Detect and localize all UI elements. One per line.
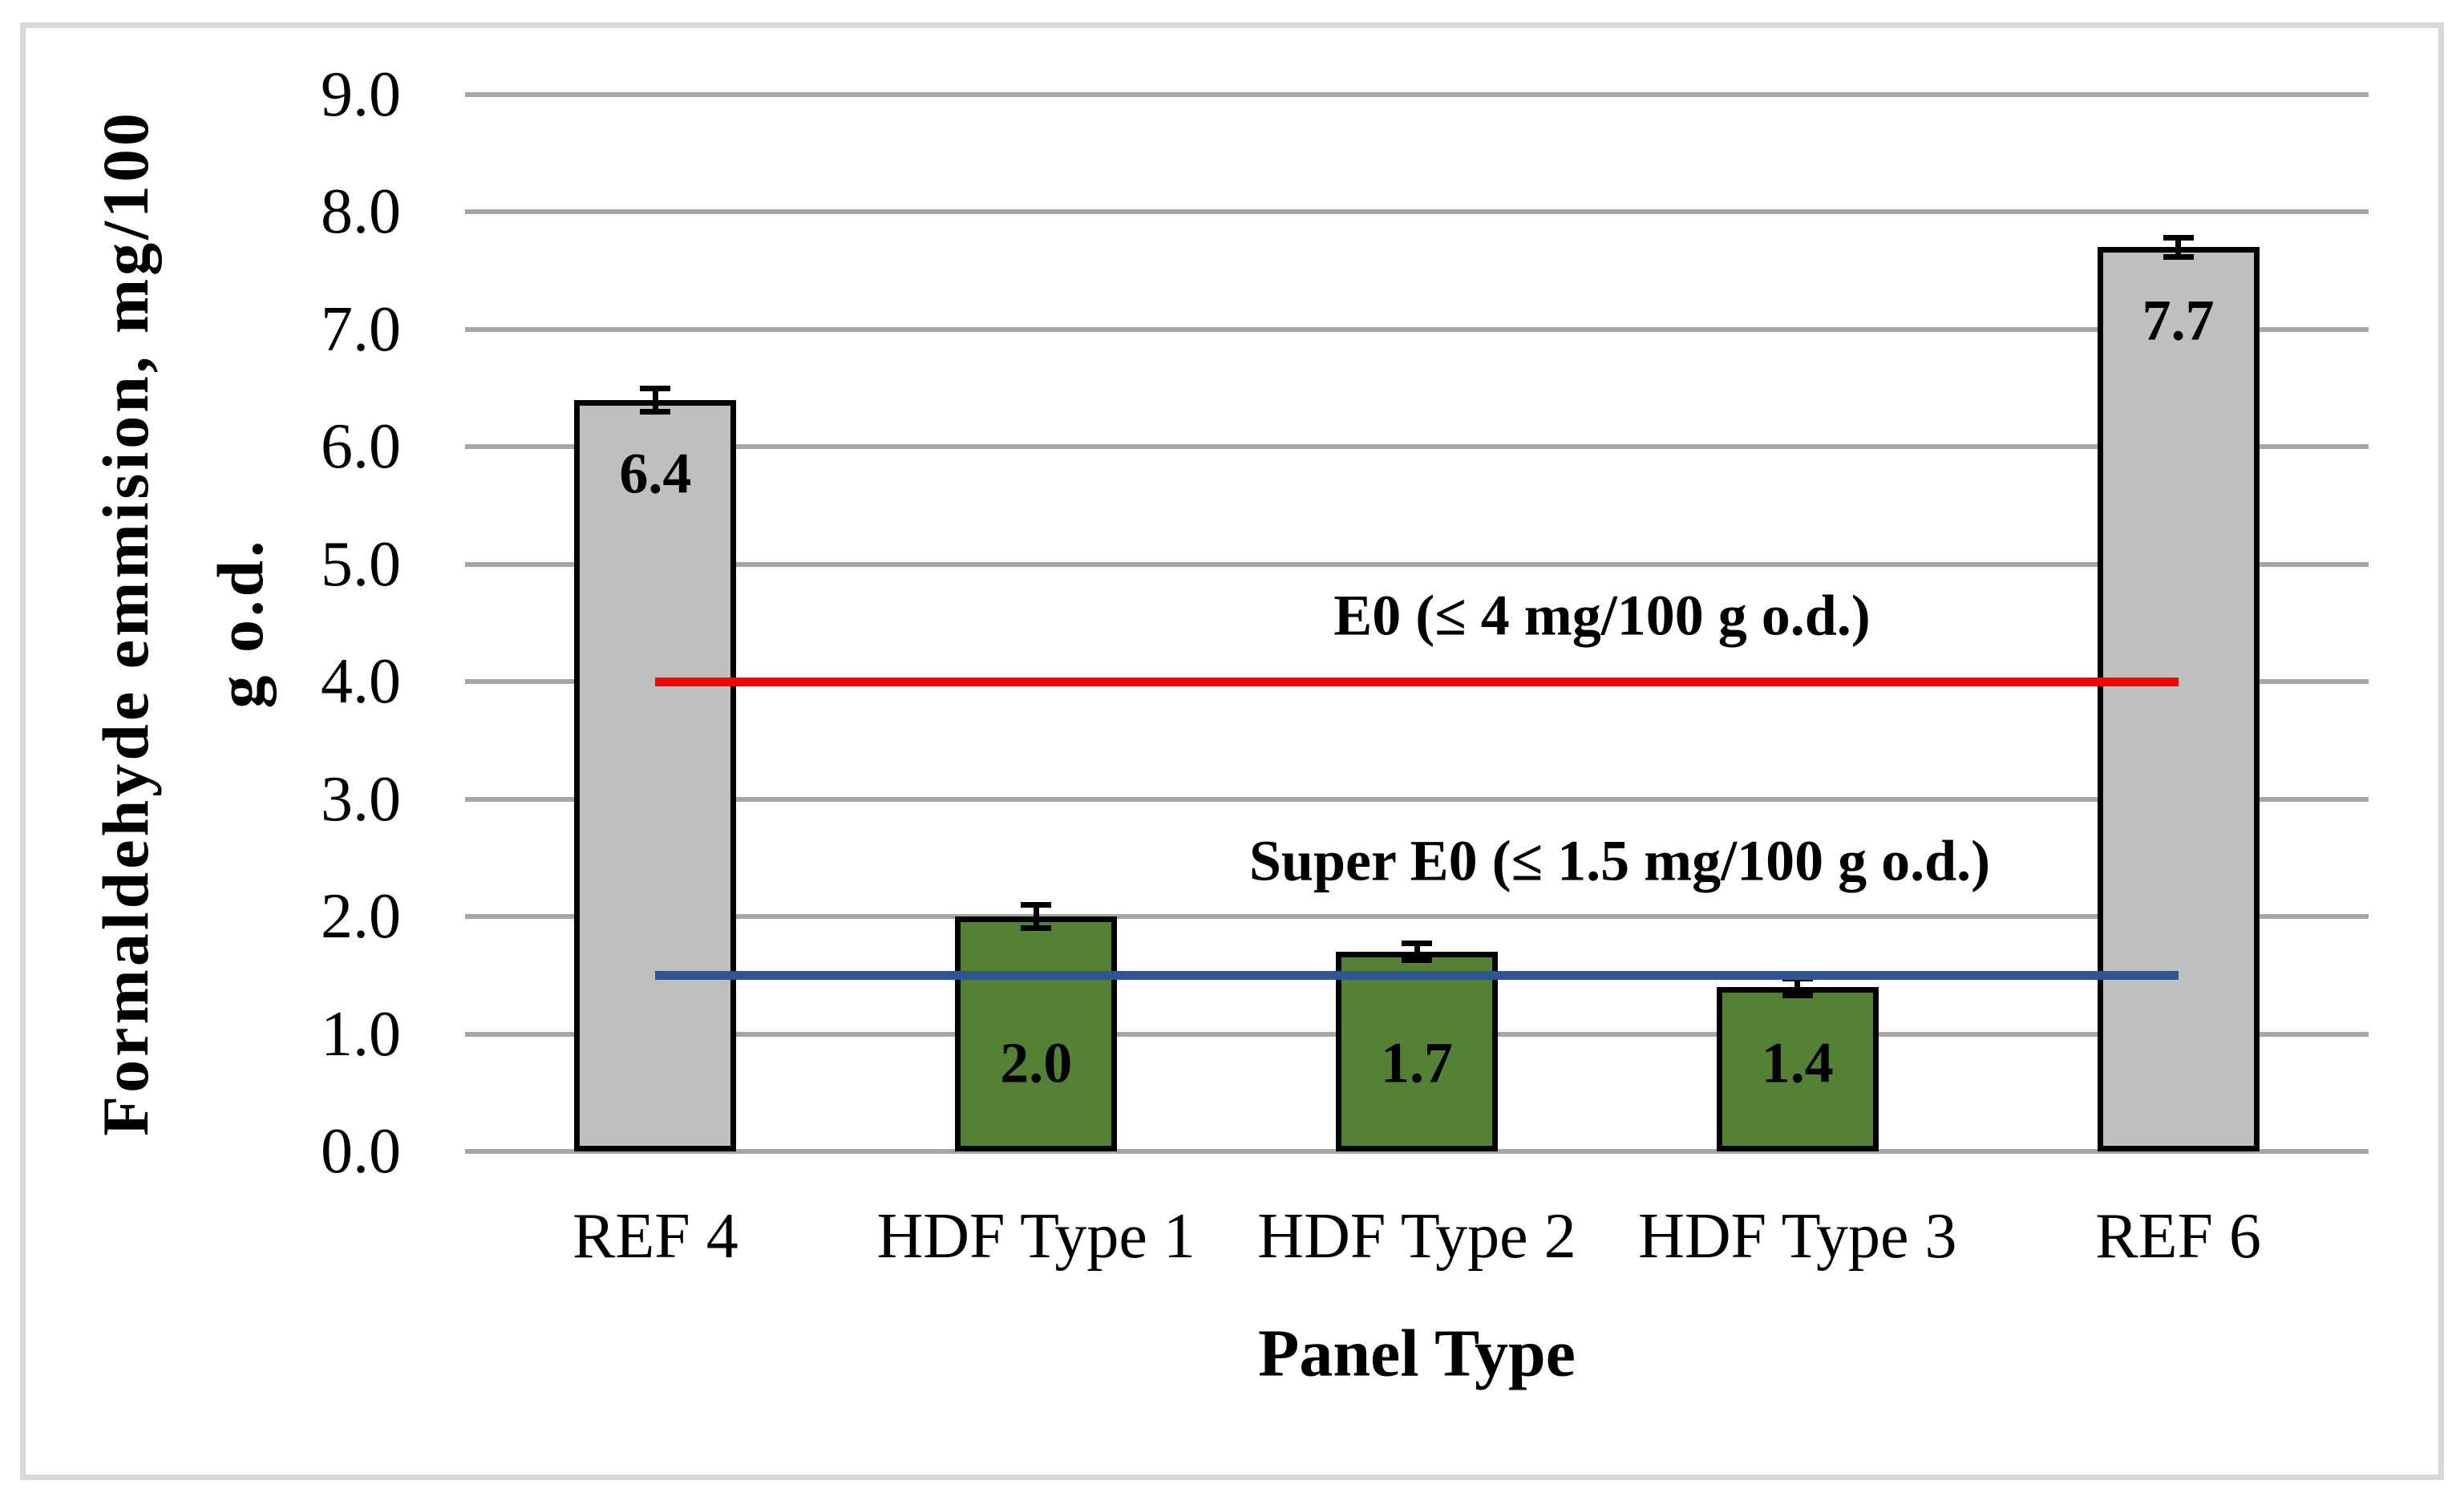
y-tick-label-1.0: 1.0 xyxy=(321,998,401,1070)
gridline-y-0.0 xyxy=(465,1149,2369,1154)
y-tick-label-5.0: 5.0 xyxy=(321,528,401,600)
y-axis-title: Formaldehyde emmision, mg/100 g o.d. xyxy=(68,110,297,1136)
error-bar-cap-bottom-REF 6 xyxy=(2163,253,2194,260)
error-bar-cap-bottom-HDF Type 1 xyxy=(1021,925,1052,932)
y-tick-label-6.0: 6.0 xyxy=(321,411,401,483)
error-bar-stem-REF 6 xyxy=(2175,237,2182,257)
x-category-label-HDF Type 1: HDF Type 1 xyxy=(876,1201,1196,1272)
bar-value-label-HDF Type 3: 1.4 xyxy=(1761,1030,1834,1095)
bar-value-label-REF 6: 7.7 xyxy=(2142,288,2215,353)
gridline-y-8.0 xyxy=(465,209,2369,215)
bar-value-label-REF 4: 6.4 xyxy=(619,441,692,506)
bar-HDF Type 2 xyxy=(1336,952,1498,1151)
bar-HDF Type 1 xyxy=(955,916,1118,1151)
y-tick-label-0.0: 0.0 xyxy=(321,1116,401,1187)
gridline-y-9.0 xyxy=(465,92,2369,97)
annotation-super-e0-limit: Super E0 (≤ 1.5 mg/100 g o.d.) xyxy=(1248,828,1991,893)
y-tick-label-3.0: 3.0 xyxy=(321,763,401,835)
y-tick-label-7.0: 7.0 xyxy=(321,293,401,365)
x-axis-title: Panel Type xyxy=(1258,1316,1576,1391)
error-bar-cap-bottom-HDF Type 2 xyxy=(1402,957,1432,963)
y-tick-label-9.0: 9.0 xyxy=(321,59,401,130)
bar-value-label-HDF Type 2: 1.7 xyxy=(1381,1030,1453,1095)
bar-HDF Type 3 xyxy=(1716,986,1879,1151)
y-tick-label-8.0: 8.0 xyxy=(321,176,401,248)
error-bar-cap-top-HDF Type 2 xyxy=(1402,941,1432,947)
y-tick-label-2.0: 2.0 xyxy=(321,881,401,953)
reference-line-1 xyxy=(655,970,2179,980)
gridline-y-7.0 xyxy=(465,326,2369,332)
bar-value-label-HDF Type 1: 2.0 xyxy=(1000,1030,1073,1095)
x-category-label-HDF Type 2: HDF Type 2 xyxy=(1257,1201,1576,1272)
error-bar-stem-REF 4 xyxy=(652,388,658,412)
error-bar-stem-HDF Type 1 xyxy=(1033,904,1039,929)
bar-REF 4 xyxy=(574,399,737,1151)
error-bar-stem-HDF Type 2 xyxy=(1414,943,1420,961)
bar-REF 6 xyxy=(2097,247,2260,1151)
x-category-label-REF 6: REF 6 xyxy=(2095,1201,2261,1272)
x-category-label-HDF Type 3: HDF Type 3 xyxy=(1638,1201,1957,1272)
error-bar-stem-HDF Type 3 xyxy=(1794,978,1801,996)
figure-border xyxy=(20,22,2444,1480)
error-bar-cap-bottom-REF 4 xyxy=(640,408,671,415)
reference-line-0 xyxy=(655,677,2179,686)
annotation-e0-limit: E0 (≤ 4 mg/100 g o.d.) xyxy=(1333,583,1871,648)
x-category-label-REF 4: REF 4 xyxy=(573,1201,738,1272)
y-axis-title-line1: Formaldehyde emmision, mg/100 xyxy=(89,110,162,1136)
gridline-y-3.0 xyxy=(465,796,2369,802)
error-bar-cap-top-REF 6 xyxy=(2163,235,2194,241)
gridline-y-2.0 xyxy=(465,914,2369,920)
error-bar-cap-top-REF 4 xyxy=(640,385,671,391)
error-bar-cap-bottom-HDF Type 3 xyxy=(1782,992,1813,998)
y-axis-title-line2: g o.d. xyxy=(204,537,277,709)
gridline-y-6.0 xyxy=(465,444,2369,450)
gridline-y-5.0 xyxy=(465,561,2369,567)
error-bar-cap-top-HDF Type 1 xyxy=(1021,901,1052,908)
y-tick-label-4.0: 4.0 xyxy=(321,646,401,718)
